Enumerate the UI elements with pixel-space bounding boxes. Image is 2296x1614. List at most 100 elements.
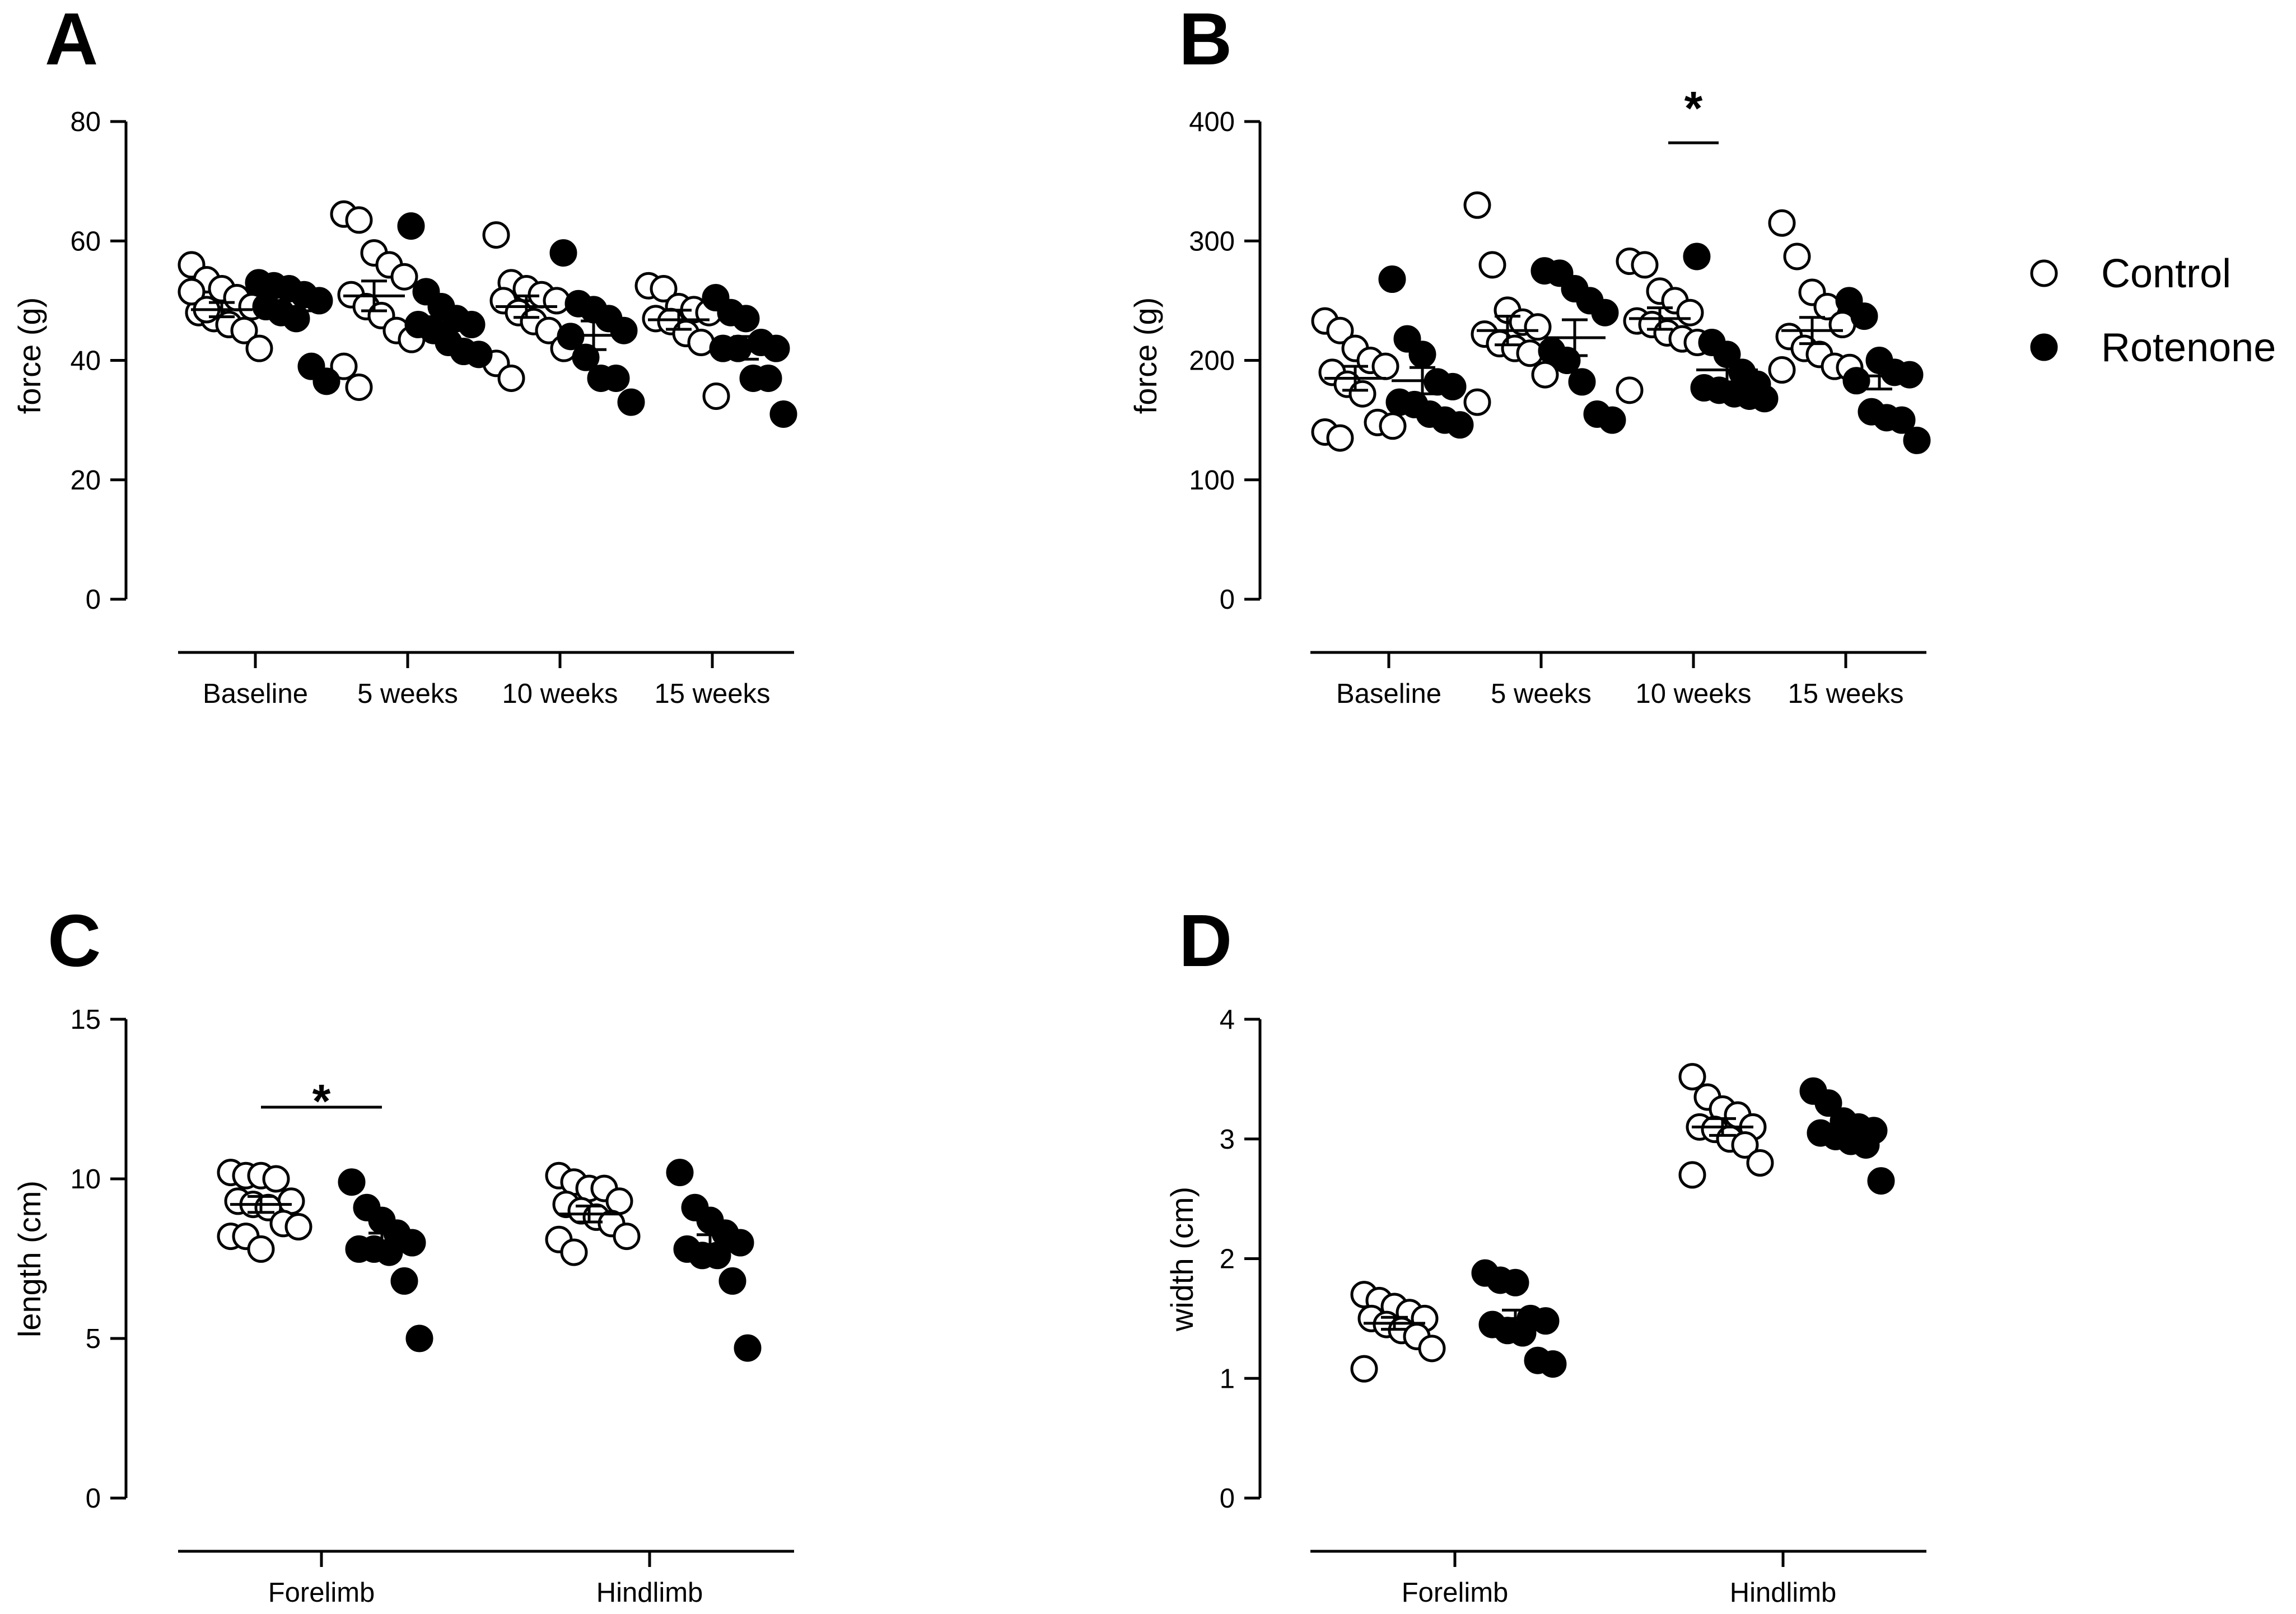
panel-b-rotenone-point (1378, 265, 1406, 293)
legend-control-label: Control (2101, 251, 2231, 296)
panel-d-control-point (1418, 1335, 1446, 1363)
panel-b-control-point (1631, 251, 1659, 279)
panel-b-control-point (1326, 316, 1354, 344)
panel-c-y-tick-label: 15 (70, 1005, 101, 1035)
panel-c-control-point (277, 1187, 305, 1215)
panel-b-significance-star: * (1684, 82, 1703, 134)
panel-b-control-point (1326, 424, 1354, 452)
panel-a-control-point (702, 382, 730, 410)
panel-a-x-axis: Baseline 5 weeks 10 weeks 15 weeks (178, 651, 794, 709)
panel-d-rotenone-point (1814, 1089, 1842, 1117)
panel-d-rotenone-point (1852, 1131, 1880, 1159)
panel-b-rotenone-point (1842, 367, 1870, 395)
panel-d-control-point (1678, 1161, 1706, 1189)
panel-c-letter: C (48, 899, 101, 982)
panel-b-rotenone-point (1598, 406, 1626, 434)
panel-b-letter: B (1179, 0, 1232, 80)
legend-rotenone-marker (2030, 333, 2058, 361)
panel-a-rotenone-point (732, 305, 760, 333)
panel-c-rotenone-point (666, 1159, 694, 1187)
panel-c: C 0 5 10 15 Forelimb Hindlimb length (cm) * (12, 899, 794, 1608)
panel-a-y-tick-label: 80 (70, 107, 101, 137)
legend-control-marker (2030, 259, 2058, 287)
legend-rotenone-label: Rotenone (2101, 325, 2276, 370)
panel-b-rotenone-point (1568, 368, 1596, 396)
panel-b-y-axis: 0 100 200 300 400 (1189, 107, 1262, 615)
panel-a-control-point (497, 364, 525, 392)
panel-b-rotenone-point (1683, 242, 1711, 270)
panel-b-rotenone-point (1751, 385, 1779, 413)
panel-b-category-label: 10 weeks (1635, 679, 1751, 709)
panel-d-y-title: width (cm) (1164, 1187, 1200, 1332)
panel-d-control-point (1731, 1131, 1759, 1159)
panel-b-category-label: 15 weeks (1788, 679, 1903, 709)
panel-a-category-label: 15 weeks (654, 679, 770, 709)
panel-a-rotenone-point (458, 311, 486, 339)
panel-a-letter: A (45, 0, 98, 80)
panel-b-x-axis: Baseline 5 weeks 10 weeks 15 weeks (1310, 651, 1926, 709)
panel-a-rotenone-point (602, 364, 630, 392)
panel-b-control-point (1524, 313, 1552, 341)
panel-a-control-point (482, 221, 510, 249)
panel-a-marks (178, 200, 797, 428)
panel-a-control-point (178, 278, 206, 306)
panel-d-y-axis: 0 1 2 3 4 (1220, 1005, 1262, 1514)
panel-b-control-point (1783, 242, 1811, 270)
panel-c-y-tick-label: 10 (70, 1164, 101, 1195)
panel-b-y-title: force (g) (1128, 297, 1163, 414)
panel-c-category-label: Hindlimb (596, 1578, 703, 1608)
panel-b-y-tick-label: 300 (1189, 226, 1235, 256)
panel-b-control-point (1463, 388, 1491, 416)
panel-c-significance-star: * (312, 1075, 331, 1127)
panel-a-rotenone-point (397, 212, 425, 240)
panel-a-rotenone-point (572, 343, 600, 371)
panel-c-y-tick-label: 5 (86, 1324, 101, 1354)
panel-b-control-point (1478, 251, 1506, 279)
panel-d-category-label: Forelimb (1402, 1578, 1509, 1608)
panel-b-control-point (1616, 376, 1644, 404)
panel-b-category-label: 5 weeks (1491, 679, 1592, 709)
panel-d-control-point (1678, 1063, 1706, 1091)
panel-d-x-axis: Forelimb Hindlimb (1310, 1550, 1926, 1608)
panel-b-y-tick-label: 100 (1189, 465, 1235, 496)
panel-c-rotenone-point (390, 1267, 418, 1295)
panel-b-rotenone-point (1591, 298, 1619, 326)
panel-c-control-point (262, 1165, 290, 1193)
panel-d-y-tick-label: 1 (1220, 1364, 1235, 1394)
panel-a-control-point (330, 352, 358, 380)
panel-a-rotenone-point (305, 287, 333, 315)
panel-a-y-tick-label: 20 (70, 465, 101, 496)
panel-b-control-point (1768, 356, 1796, 384)
panel-d-rotenone-point (1501, 1268, 1529, 1296)
panel-a-category-label: 5 weeks (357, 679, 458, 709)
panel-d-category-label: Hindlimb (1730, 1578, 1837, 1608)
panel-c-control-point (560, 1238, 588, 1266)
panel-c-rotenone-point (398, 1229, 426, 1257)
panel-b-control-point (1676, 298, 1704, 326)
panel-a-control-point (345, 373, 373, 401)
panel-a-y-tick-label: 60 (70, 226, 101, 256)
panel-c-control-point (284, 1213, 312, 1240)
panel-a-y-tick-label: 0 (86, 585, 101, 615)
panel-b-category-label: Baseline (1336, 679, 1441, 709)
panel-c-rotenone-point (718, 1267, 746, 1295)
panel-b-control-point (1379, 412, 1407, 440)
panel-a-rotenone-point (549, 239, 577, 267)
panel-b: B 0 100 200 300 400 Baseline 5 weeks 10 weeks 1… (1128, 0, 1931, 709)
panel-a-control-point (345, 206, 373, 234)
panel-c-rotenone-point (726, 1229, 754, 1257)
panel-a-y-tick-label: 40 (70, 346, 101, 376)
panel-a-rotenone-point (617, 388, 645, 416)
panel-c-y-title: length (cm) (12, 1181, 47, 1337)
panel-c-marks: * (217, 1075, 762, 1362)
panel-c-rotenone-point (338, 1168, 366, 1196)
panel-b-y-tick-label: 0 (1220, 585, 1235, 615)
panel-d-marks (1350, 1063, 1895, 1383)
panel-d-rotenone-point (1539, 1350, 1567, 1378)
panel-b-y-tick-label: 200 (1189, 346, 1235, 376)
panel-b-control-point (1463, 191, 1491, 219)
panel-d-rotenone-point (1867, 1167, 1895, 1195)
panel-a: A 0 20 40 60 80 Baseline 5 weeks 10 weeks 15 we… (12, 0, 797, 709)
panel-b-marks: * (1311, 82, 1931, 454)
panel-b-y-tick-label: 400 (1189, 107, 1235, 137)
